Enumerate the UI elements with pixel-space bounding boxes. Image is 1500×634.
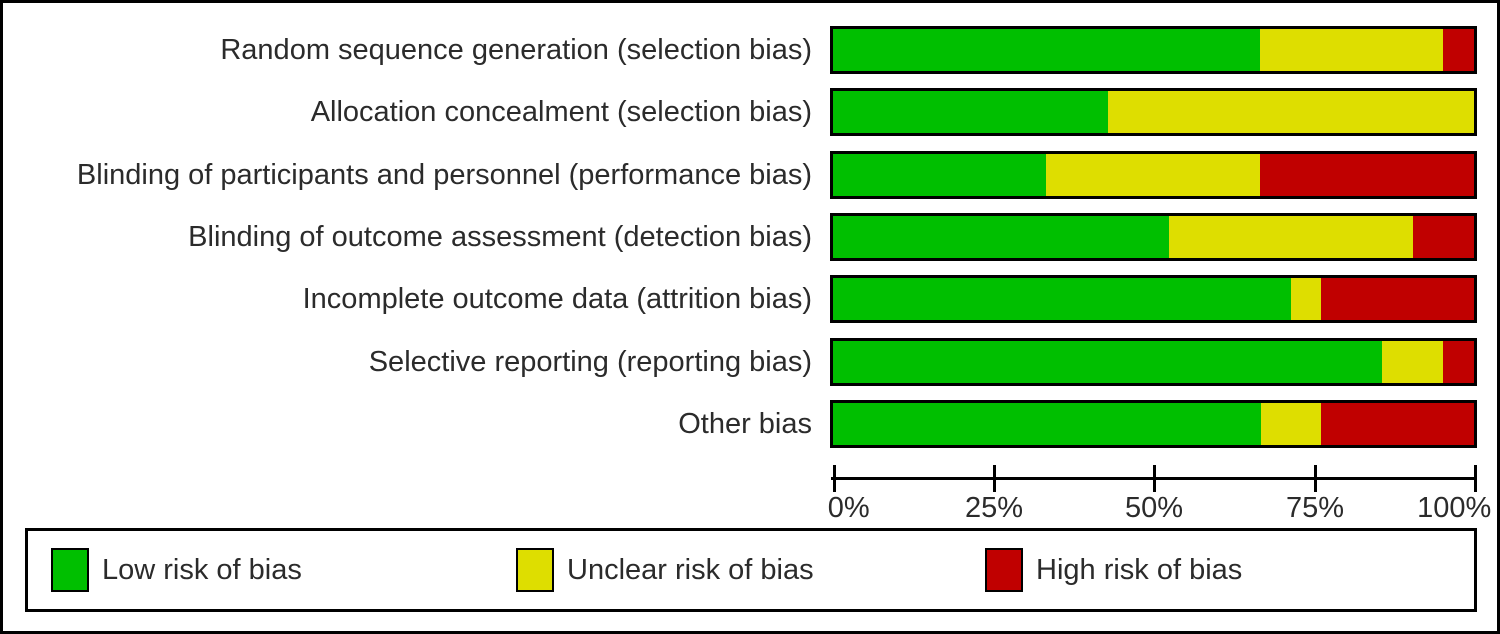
- bar-segment-unclear: [1046, 154, 1260, 196]
- bar-segment-low: [833, 91, 1108, 133]
- bar-segment-high: [1259, 154, 1474, 196]
- chart-row: Blinding of participants and personnel (…: [3, 151, 1497, 199]
- legend-item-label: Low risk of bias: [102, 553, 302, 586]
- legend-item: Unclear risk of bias: [516, 531, 814, 609]
- legend-item: Low risk of bias: [51, 531, 302, 609]
- category-label: Allocation concealment (selection bias): [310, 96, 812, 128]
- bar-segment-high: [1413, 216, 1474, 258]
- legend-swatch-unclear: [516, 548, 554, 592]
- bar-segment-low: [833, 216, 1169, 258]
- axis-tick: [833, 465, 836, 492]
- bar-segment-low: [833, 278, 1291, 320]
- legend: Low risk of bias Unclear risk of bias High…: [25, 528, 1477, 612]
- bar-segment-unclear: [1260, 403, 1322, 445]
- stacked-bar: [830, 400, 1477, 448]
- legend-swatch-high: [985, 548, 1023, 592]
- chart-row: Allocation concealment (selection bias): [3, 88, 1497, 136]
- bar-segment-low: [833, 29, 1261, 71]
- axis-tick-label: 0%: [827, 492, 870, 524]
- bar-segment-unclear: [1290, 278, 1322, 320]
- category-label: Random sequence generation (selection bi…: [220, 34, 812, 66]
- bar-segment-unclear: [1107, 91, 1474, 133]
- bar-segment-unclear: [1168, 216, 1414, 258]
- category-label: Blinding of participants and personnel (…: [76, 159, 812, 191]
- axis-tick: [1314, 465, 1317, 492]
- bar-segment-high: [1321, 278, 1474, 320]
- axis-tick-label: 100%: [1417, 492, 1492, 524]
- legend-item: High risk of bias: [985, 531, 1242, 609]
- axis-tick: [1153, 465, 1156, 492]
- axis-tick: [993, 465, 996, 492]
- chart-row: Random sequence generation (selection bi…: [3, 26, 1497, 74]
- bar-segment-high: [1321, 403, 1474, 445]
- bar-segment-unclear: [1382, 341, 1444, 383]
- stacked-bar: [830, 213, 1477, 261]
- stacked-bar: [830, 338, 1477, 386]
- chart-row: Other bias: [3, 400, 1497, 448]
- bar-segment-high: [1443, 341, 1474, 383]
- chart-row: Selective reporting (reporting bias): [3, 338, 1497, 386]
- stacked-bar: [830, 275, 1477, 323]
- chart-row: Blinding of outcome assessment (detectio…: [3, 213, 1497, 261]
- legend-swatch-low: [51, 548, 89, 592]
- axis-tick-label: 25%: [964, 492, 1024, 524]
- bar-segment-low: [833, 341, 1383, 383]
- category-label: Other bias: [678, 408, 812, 440]
- bar-segment-low: [833, 154, 1047, 196]
- category-label: Blinding of outcome assessment (detectio…: [188, 221, 812, 253]
- axis-tick-label: 50%: [1124, 492, 1184, 524]
- legend-item-label: High risk of bias: [1036, 553, 1243, 586]
- stacked-bar: [830, 88, 1477, 136]
- bar-segment-high: [1443, 29, 1474, 71]
- stacked-bar: [830, 26, 1477, 74]
- bar-segment-unclear: [1260, 29, 1444, 71]
- axis-tick-label: 75%: [1285, 492, 1345, 524]
- category-label: Selective reporting (reporting bias): [368, 346, 812, 378]
- category-label: Incomplete outcome data (attrition bias): [302, 283, 812, 315]
- stacked-bar: [830, 151, 1477, 199]
- axis-tick: [1474, 465, 1477, 492]
- bar-segment-low: [833, 403, 1261, 445]
- legend-item-label: Unclear risk of bias: [567, 553, 814, 586]
- chart-row: Incomplete outcome data (attrition bias): [3, 275, 1497, 323]
